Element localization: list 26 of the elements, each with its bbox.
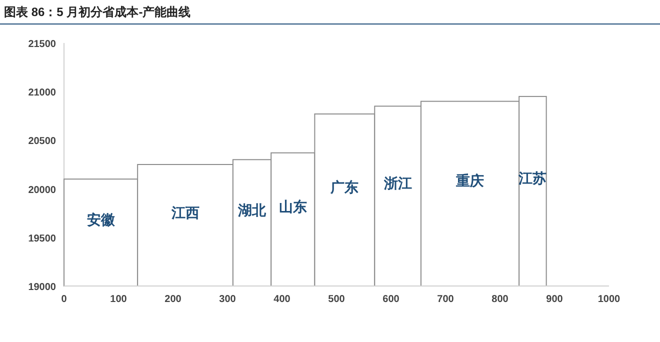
x-tick-label: 800 [492,294,509,305]
x-tick-label: 500 [328,294,346,305]
y-tick-label: 19500 [28,233,56,244]
x-tick-label: 0 [61,294,68,305]
category-label: 安徽 [86,212,115,228]
x-tick-label: 700 [437,294,454,305]
category-label: 江苏 [518,170,547,186]
x-tick-label: 100 [110,294,128,305]
y-tick-label: 21000 [28,88,56,99]
category-label: 浙江 [384,175,412,192]
chart-title: 图表 86：5 月初分省成本-产能曲线 [4,5,191,19]
y-tick-label: 20000 [28,184,56,196]
y-tick-label: 21500 [28,39,56,50]
x-tick-label: 200 [164,294,182,305]
category-label: 山东 [278,198,307,214]
category-label: 江西 [171,204,200,220]
category-label: 重庆 [456,172,484,189]
y-tick-label: 20500 [28,136,56,148]
category-label: 湖北 [238,202,266,218]
x-tick-label: 300 [219,294,236,305]
x-tick-label: 600 [382,294,400,305]
category-label: 广东 [330,178,359,195]
x-tick-label: 900 [546,294,564,305]
x-tick-label: 400 [274,294,291,305]
y-tick-label: 19000 [28,282,56,293]
x-tick-label: 1000 [598,294,621,305]
